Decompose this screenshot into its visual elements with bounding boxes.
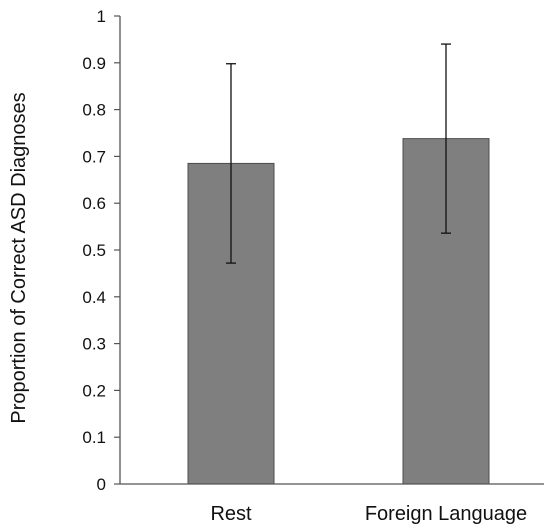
y-tick-label: 0.8 bbox=[82, 101, 106, 120]
x-category-labels: Rest Foreign Language bbox=[210, 503, 527, 525]
y-tick-label: 0.1 bbox=[82, 428, 106, 447]
y-tick-label: 0.9 bbox=[82, 54, 106, 73]
y-tick-label: 0.7 bbox=[82, 147, 106, 166]
y-tick-label: 0.4 bbox=[82, 288, 106, 307]
x-category-label: Rest bbox=[210, 503, 252, 525]
y-ticks: 0 0.1 0.2 0.3 0.4 0.5 0.6 0.7 0.8 0.9 1 bbox=[82, 7, 120, 494]
x-category-label: Foreign Language bbox=[365, 503, 527, 525]
y-tick-label: 0.3 bbox=[82, 335, 106, 354]
error-bars bbox=[226, 43, 451, 264]
y-tick-label: 0 bbox=[97, 475, 106, 494]
y-tick-label: 0.6 bbox=[82, 194, 106, 213]
bars bbox=[187, 138, 490, 485]
y-tick-label: 1 bbox=[97, 7, 106, 26]
y-axis-title-group: Proportion of Correct ASD Diagnoses bbox=[8, 92, 30, 423]
y-axis-title: Proportion of Correct ASD Diagnoses bbox=[8, 92, 30, 423]
y-tick-label: 0.2 bbox=[82, 381, 106, 400]
axes bbox=[119, 16, 544, 485]
y-tick-label: 0.5 bbox=[82, 241, 106, 260]
